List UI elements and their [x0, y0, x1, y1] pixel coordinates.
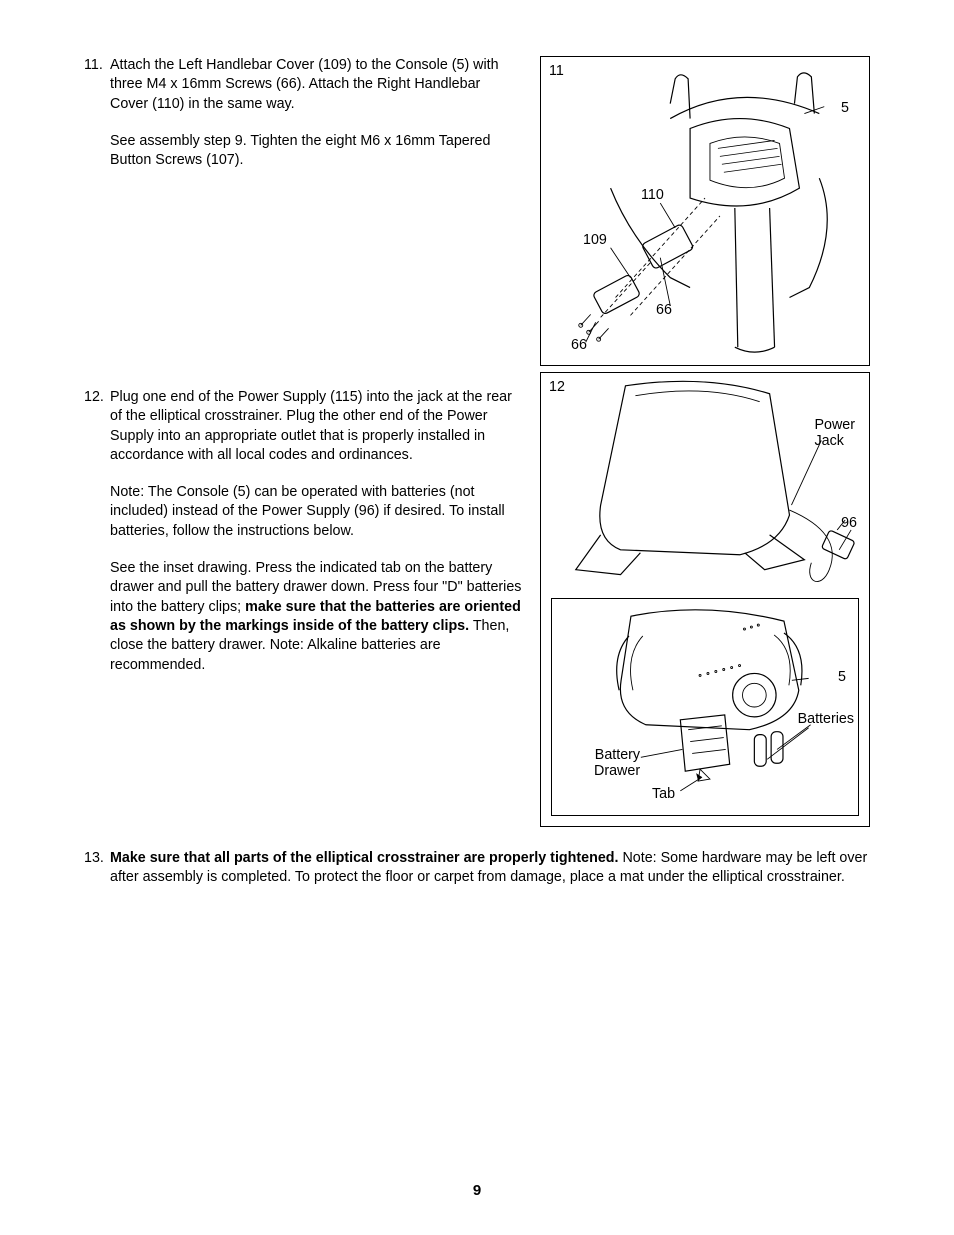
figure-12-number: 12 [549, 379, 565, 395]
step-13: 13. Make sure that all parts of the elli… [84, 849, 870, 888]
step-11: 11. Attach the Left Handlebar Cover (109… [84, 56, 522, 368]
callout-power-jack: Power Jack [814, 417, 855, 450]
step-11-para-1: Attach the Left Handlebar Cover (109) to… [110, 56, 522, 114]
figure-11: 11 [540, 56, 870, 366]
callout-110: 110 [641, 187, 664, 203]
callout-66b: 66 [571, 337, 587, 353]
callout-109: 109 [583, 232, 607, 248]
callout-tab: Tab [652, 786, 675, 802]
step-number: 12. [84, 388, 110, 698]
callout-96: 96 [841, 515, 857, 531]
instruction-text-column: 11. Attach the Left Handlebar Cover (109… [84, 56, 522, 827]
figure-column: 11 [540, 56, 870, 827]
figure-11-number: 11 [549, 63, 564, 79]
callout-batteries: Batteries [798, 711, 854, 727]
step-11-para-2: See assembly step 9. Tighten the eight M… [110, 132, 522, 171]
step-12-para-3: See the inset drawing. Press the indicat… [110, 559, 522, 675]
step-13-para: Make sure that all parts of the elliptic… [110, 849, 870, 888]
step-12-para-2: Note: The Console (5) can be operated wi… [110, 483, 522, 541]
figure-12: 12 [540, 372, 870, 827]
figure-12-inset-drawing [552, 599, 858, 815]
step-number: 11. [84, 56, 110, 368]
step-12-para-1: Plug one end of the Power Supply (115) i… [110, 388, 522, 465]
callout-66: 66 [656, 302, 672, 318]
step-12: 12. Plug one end of the Power Supply (11… [84, 388, 522, 698]
figure-11-drawing [541, 57, 869, 365]
step-number: 13. [84, 849, 110, 888]
callout-5: 5 [841, 100, 849, 116]
callout-5-inset: 5 [838, 669, 846, 685]
page-number: 9 [0, 1182, 954, 1199]
figure-12-inset: 5 Batteries Battery Drawer Tab [551, 598, 859, 816]
callout-battery-drawer: Battery Drawer [594, 747, 640, 780]
